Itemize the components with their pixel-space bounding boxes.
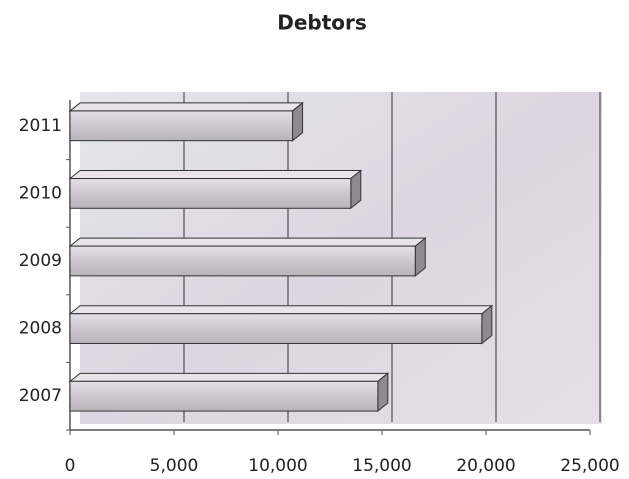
bar [69,178,352,209]
bar-top [68,237,427,247]
bar [69,110,294,142]
y-tick-label: 2007 [19,386,62,406]
chart-title: Debtors [277,11,367,35]
x-tick-label: 10,000 [248,456,307,476]
bar [69,313,483,344]
y-tick-label: 2009 [19,251,62,271]
bar-top [68,372,390,382]
bar-top [68,170,363,180]
y-tick-label: 2010 [19,183,62,203]
bar [69,245,416,277]
x-tick-label: 15,000 [352,456,411,476]
x-tick-label: 5,000 [150,456,199,476]
y-tick-label: 2008 [19,319,62,339]
y-tick-label: 2011 [19,116,62,136]
bar [69,380,379,412]
x-tick-label: 25,000 [560,456,619,476]
x-tick-label: 20,000 [456,456,515,476]
bar-top [68,102,304,112]
bar-top [68,305,494,315]
x-tick-label: 0 [65,456,76,476]
